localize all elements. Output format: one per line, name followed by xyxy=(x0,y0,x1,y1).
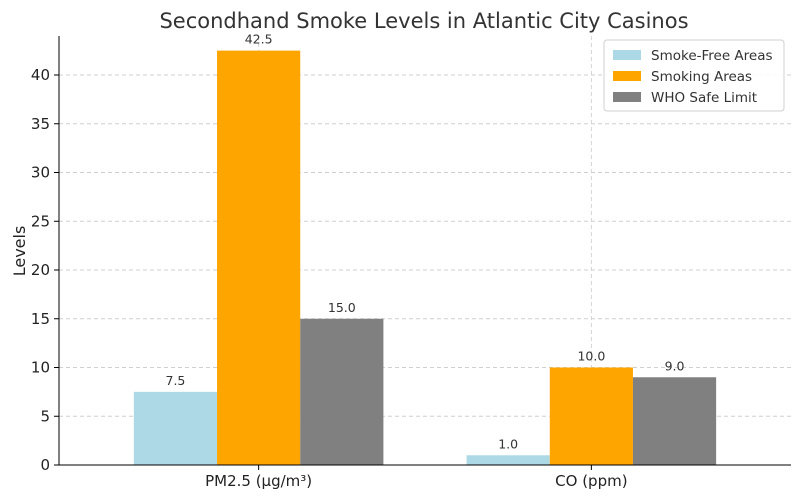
y-tick-label: 10 xyxy=(31,359,50,377)
x-tick-label: CO (ppm) xyxy=(555,472,627,490)
bar-value-label: 1.0 xyxy=(498,436,518,451)
legend: Smoke-Free Areas Smoking Areas WHO Safe Li… xyxy=(603,39,785,112)
bar-value-label: 10.0 xyxy=(577,349,605,364)
legend-swatch xyxy=(613,71,641,81)
y-tick-label: 20 xyxy=(31,261,50,279)
bar-value-label: 15.0 xyxy=(328,300,356,315)
legend-frame xyxy=(603,39,785,112)
bar xyxy=(466,455,550,465)
legend-swatch xyxy=(613,92,641,102)
y-tick-label: 30 xyxy=(31,164,50,182)
bar xyxy=(133,391,218,465)
axis-layer xyxy=(58,36,791,466)
legend-label: WHO Safe Limit xyxy=(651,90,757,106)
x-tick-label: PM2.5 (µg/m³) xyxy=(205,472,312,490)
legend-label: Smoking Areas xyxy=(651,69,752,85)
y-tick-label: 35 xyxy=(31,115,50,133)
bar xyxy=(632,377,717,465)
bars-layer: 7.5 1.0 42.5 10.0 15.0 9.0 xyxy=(133,32,717,465)
y-axis-label: Levels xyxy=(10,226,29,277)
legend-label: Smoke-Free Areas xyxy=(651,48,773,64)
bar xyxy=(217,50,301,465)
y-tick-label: 5 xyxy=(40,407,50,425)
y-tick-label: 40 xyxy=(31,66,50,84)
bar-value-label: 9.0 xyxy=(665,358,685,373)
y-tick-label: 15 xyxy=(31,310,50,328)
bar xyxy=(549,367,633,465)
bar xyxy=(300,318,384,465)
y-tick-label: 25 xyxy=(31,212,50,230)
legend-swatch xyxy=(613,50,641,60)
y-tick-label: 0 xyxy=(40,456,50,474)
bar-value-label: 42.5 xyxy=(245,32,273,47)
bar-value-label: 7.5 xyxy=(166,373,186,388)
ticks-layer: 0 5 10 15 20 25 30 35 40 PM2.5 (µg/m³) CO (ppm) xyxy=(31,66,628,490)
chart-title: Secondhand Smoke Levels in Atlantic City… xyxy=(159,9,688,33)
